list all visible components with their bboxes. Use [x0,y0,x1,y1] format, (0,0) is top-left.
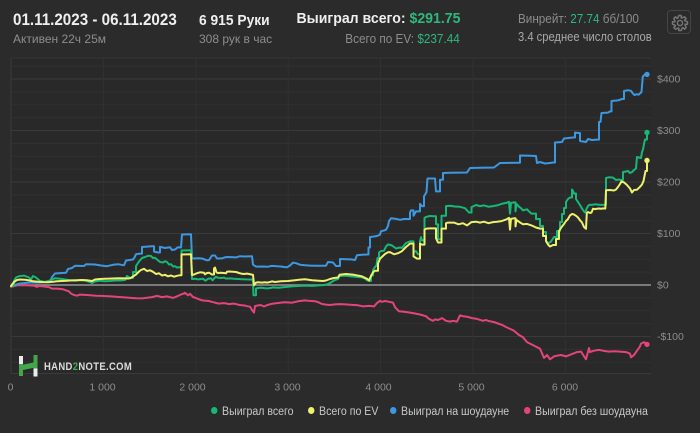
svg-text:1 000: 1 000 [89,382,115,394]
svg-text:3 000: 3 000 [274,382,300,394]
svg-text:$200: $200 [657,177,681,189]
svg-text:$400: $400 [657,74,681,86]
svg-text:$0: $0 [657,280,669,292]
svg-text:$300: $300 [657,125,681,137]
svg-text:4 000: 4 000 [365,382,391,394]
svg-text:2 000: 2 000 [179,382,205,394]
svg-text:6 000: 6 000 [552,382,578,394]
svg-text:$100: $100 [657,228,681,240]
svg-text:-$100: -$100 [657,331,684,343]
svg-text:5 000: 5 000 [458,382,484,394]
svg-text:0: 0 [8,382,14,394]
